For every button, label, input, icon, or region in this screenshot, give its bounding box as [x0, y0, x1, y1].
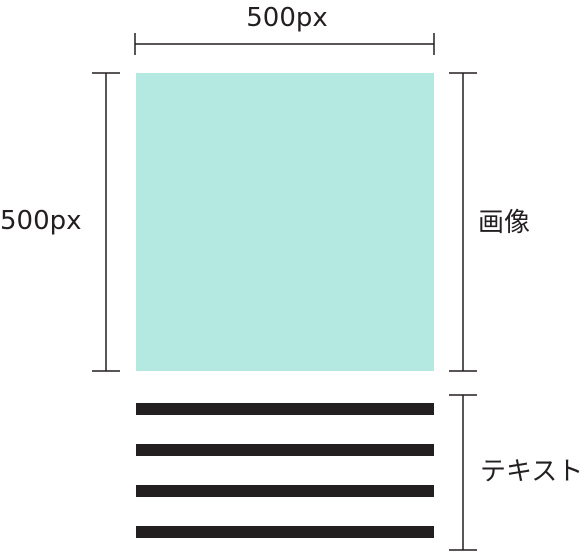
text-line-3 — [136, 485, 434, 497]
height-label: 500px — [0, 206, 82, 236]
text-line-2 — [136, 444, 434, 456]
width-dimension-line — [134, 33, 435, 55]
text-lines — [136, 403, 434, 538]
text-line-4 — [136, 526, 434, 538]
image-block — [136, 73, 434, 371]
height-dimension-line — [92, 72, 120, 372]
text-bracket — [449, 394, 477, 551]
text-line-1 — [136, 403, 434, 415]
image-bracket — [449, 72, 477, 372]
width-label: 500px — [246, 3, 328, 33]
text-label: テキスト — [480, 457, 584, 487]
image-label: 画像 — [478, 208, 531, 238]
